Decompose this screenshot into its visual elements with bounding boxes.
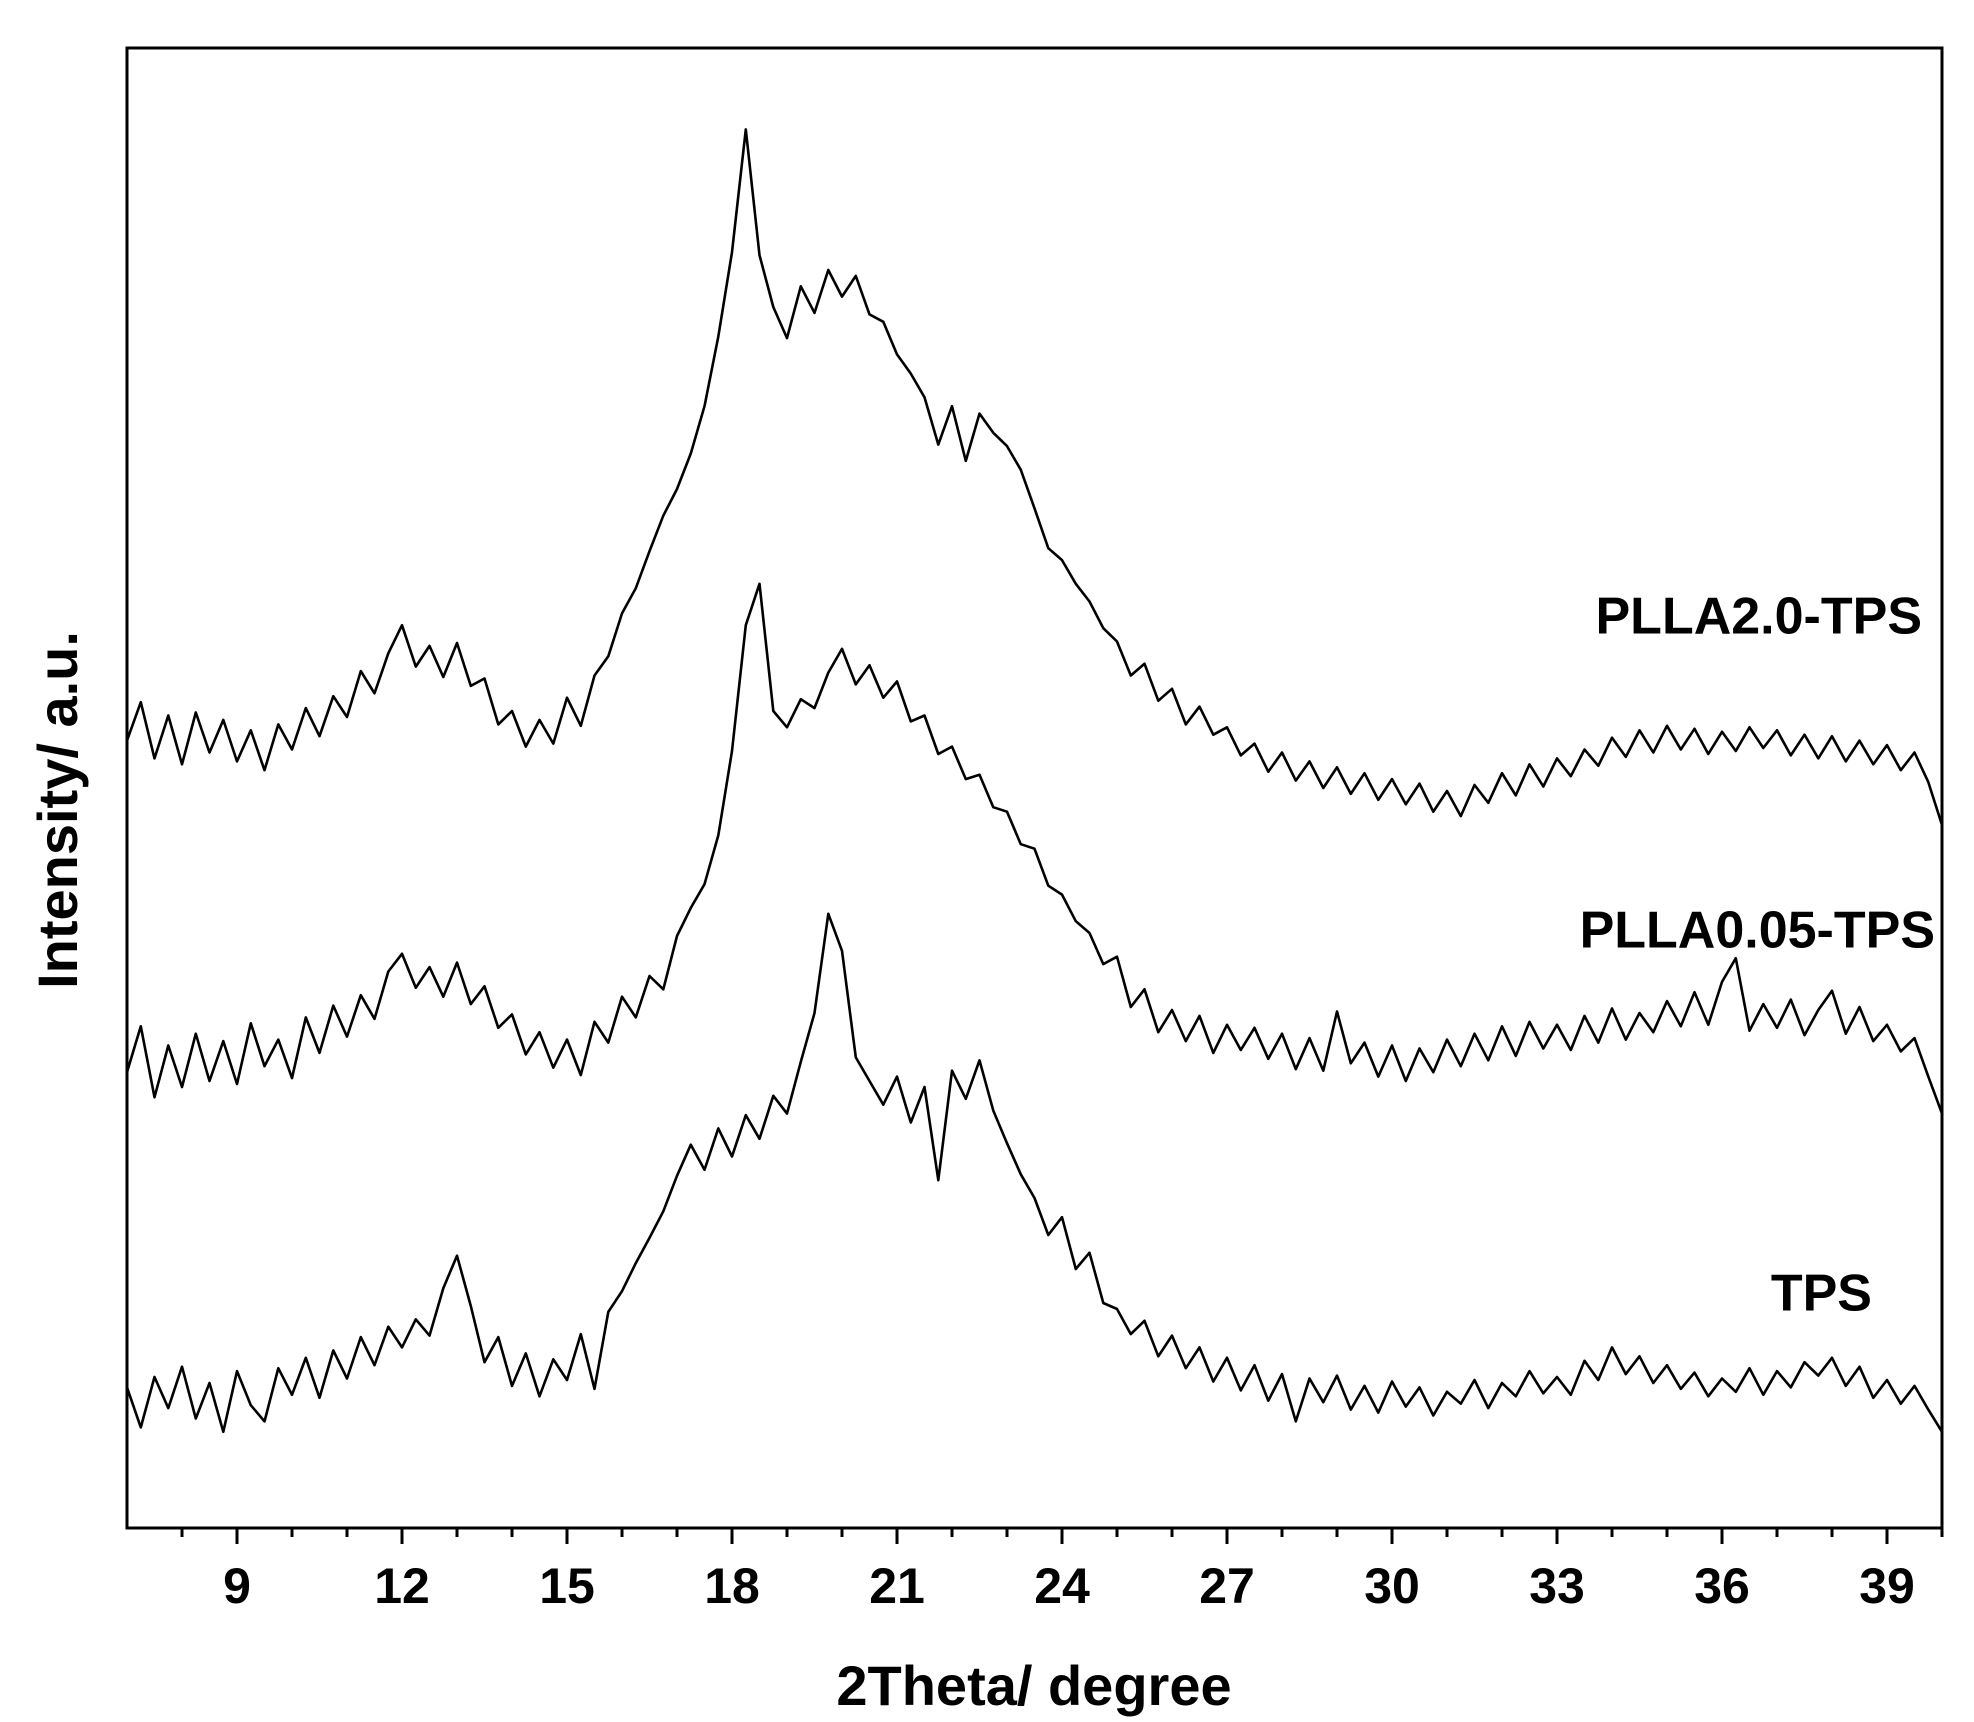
series-line — [125, 128, 1944, 826]
plot-frame — [125, 46, 1944, 1530]
series-label: PLLA2.0-TPS — [1596, 588, 1923, 646]
series-line — [125, 912, 1944, 1434]
x-tick-label: 21 — [869, 1558, 925, 1614]
x-tick-label: 12 — [374, 1558, 430, 1614]
series-label: PLLA0.05-TPS — [1580, 902, 1935, 960]
y-axis-title: Intensity/ a.u. — [26, 631, 89, 989]
x-axis-title: 2Theta/ degree — [836, 1654, 1231, 1717]
x-tick-label: 18 — [704, 1558, 760, 1614]
x-tick-label: 24 — [1034, 1558, 1090, 1614]
series-line — [125, 582, 1944, 1115]
x-tick-label: 15 — [539, 1558, 595, 1614]
x-tick-label: 36 — [1694, 1558, 1750, 1614]
x-tick-label: 27 — [1199, 1558, 1255, 1614]
x-tick-label: 39 — [1859, 1558, 1915, 1614]
x-tick-label: 33 — [1529, 1558, 1585, 1614]
series-label: TPS — [1771, 1265, 1872, 1323]
x-tick-label: 9 — [223, 1558, 251, 1614]
x-tick-label: 30 — [1364, 1558, 1420, 1614]
